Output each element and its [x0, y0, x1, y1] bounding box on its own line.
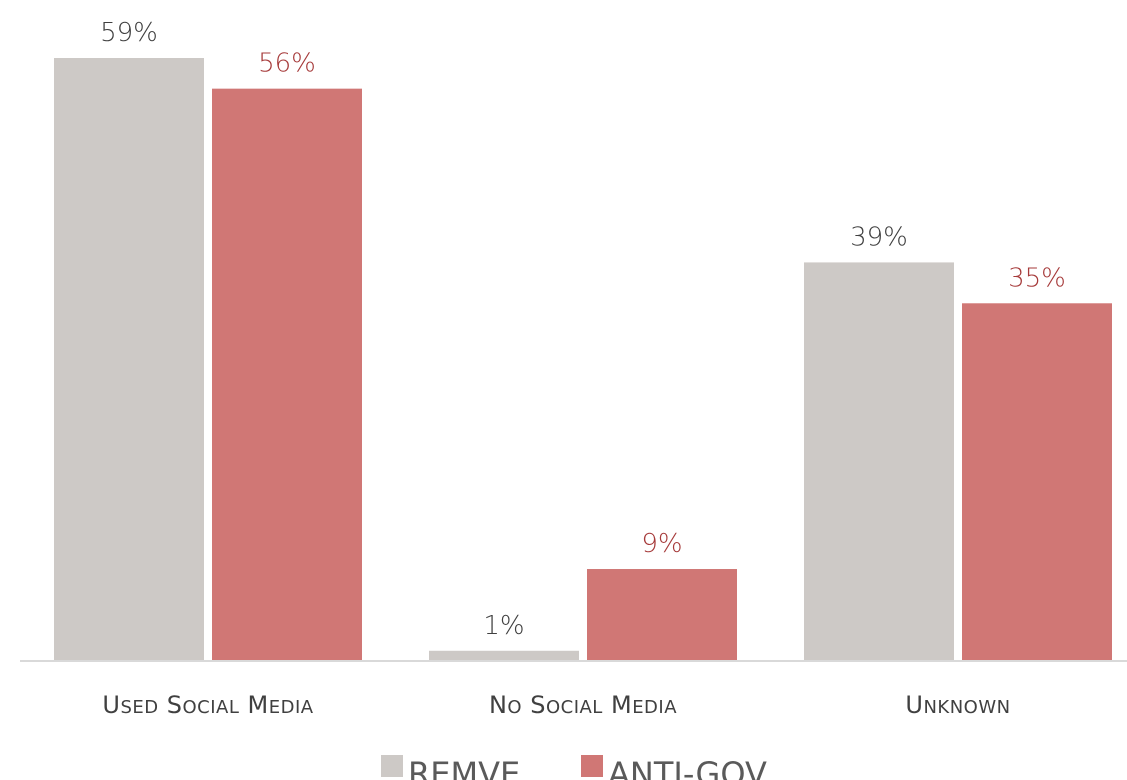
legend: REMVE ANTI-GOV: [381, 755, 767, 780]
bar-remve-2: [804, 262, 954, 661]
category-label: UNKNOWN: [905, 691, 1010, 719]
legend-label: ANTI-GOV: [608, 755, 767, 780]
value-label: 35%: [1008, 263, 1066, 293]
legend-label: REMVE: [408, 755, 520, 780]
value-label: 39%: [850, 222, 908, 252]
bar-anti-gov-0: [212, 88, 362, 662]
value-label: 9%: [641, 529, 682, 559]
bars-group: [54, 58, 1112, 662]
legend-swatch-anti-gov: [581, 755, 603, 777]
bar-anti-gov-2: [962, 303, 1112, 661]
value-label: 1%: [483, 611, 524, 641]
value-labels: 59% 56% 1% 9% 39% 35%: [100, 18, 1066, 641]
value-label: 56%: [258, 49, 316, 79]
bar-remve-1: [429, 650, 579, 661]
value-label: 59%: [100, 18, 158, 48]
bar-anti-gov-1: [587, 569, 737, 661]
category-labels: USED SOCIAL MEDIA NO SOCIAL MEDIA UNKNOWN: [102, 691, 1010, 719]
category-label: USED SOCIAL MEDIA: [102, 691, 313, 719]
category-label: NO SOCIAL MEDIA: [489, 691, 677, 719]
legend-swatch-remve: [381, 755, 403, 777]
bar-remve-0: [54, 58, 204, 661]
